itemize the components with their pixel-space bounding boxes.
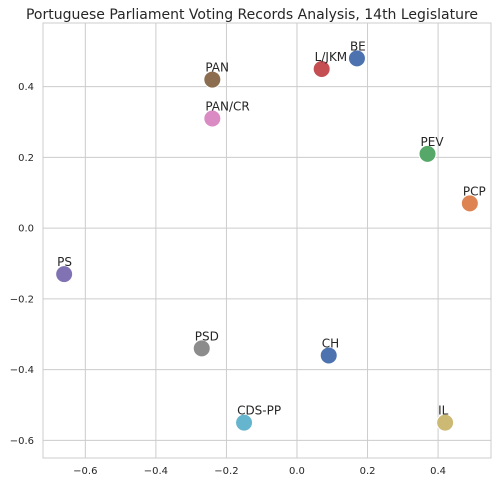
y-tick-label: 0.0: [18, 224, 34, 235]
data-points: [55, 49, 479, 432]
point-label: PCP: [463, 184, 486, 198]
point-label: L/JKM: [315, 50, 348, 64]
point-label: IL: [438, 404, 449, 418]
point-pan: [203, 70, 222, 89]
x-tick-label: 0.0: [289, 466, 305, 477]
point-labels: BEL/JKM PAN PAN/CR PEV PCP PS PSD CH CDS-PP IL: [57, 39, 486, 417]
point-label: BE: [350, 39, 366, 53]
y-tick-label: −0.6: [10, 436, 34, 447]
x-tick-label: 0.2: [360, 466, 376, 477]
x-tick-label: 0.4: [430, 466, 446, 477]
point-label: CDS-PP: [237, 404, 281, 418]
point-cds-pp: [235, 413, 254, 432]
point-label: CH: [322, 336, 339, 350]
point-pcp: [460, 194, 479, 213]
point-label: PAN: [205, 61, 229, 75]
x-tick-label: −0.2: [214, 466, 238, 477]
y-tick-label: 0.2: [18, 153, 34, 164]
point-psd: [192, 339, 211, 358]
y-tick-label: 0.4: [18, 82, 34, 93]
axis-ticks: −0.6 −0.4 −0.2 0.0 0.2 0.4 −0.6 −0.4 −0.2 0.0 0.2 0…: [10, 82, 446, 477]
point-pan-cr: [203, 109, 222, 128]
y-tick-label: −0.4: [10, 365, 34, 376]
point-l-jkm: [312, 59, 331, 78]
point-be: [347, 49, 366, 68]
grid: [43, 23, 491, 458]
y-tick-label: −0.2: [10, 294, 34, 305]
plot-area: [42, 22, 492, 459]
point-label: PS: [57, 255, 72, 269]
point-label: PEV: [421, 135, 445, 149]
point-il: [436, 413, 455, 432]
x-tick-label: −0.6: [73, 466, 97, 477]
point-pev: [418, 144, 437, 163]
point-ch: [319, 346, 338, 365]
point-label: PSD: [195, 329, 219, 343]
point-ps: [55, 265, 74, 284]
chart-title: Portuguese Parliament Voting Records Ana…: [26, 7, 478, 23]
x-tick-label: −0.4: [144, 466, 168, 477]
point-label: PAN/CR: [205, 99, 249, 113]
